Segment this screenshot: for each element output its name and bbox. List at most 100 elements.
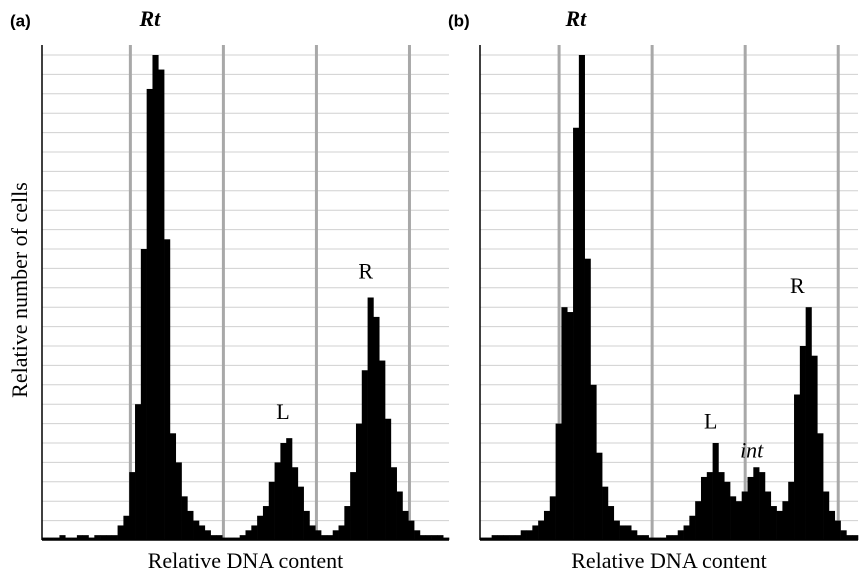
bar [88, 537, 95, 540]
bar [262, 506, 270, 540]
bar [602, 486, 609, 540]
bar [100, 535, 107, 540]
bar [210, 535, 217, 540]
bar [361, 370, 368, 540]
peak-label: Rt [564, 6, 587, 31]
bar [509, 535, 516, 540]
bar [654, 537, 661, 540]
bar [823, 491, 830, 540]
bar [840, 530, 847, 540]
bar [846, 535, 853, 540]
bar [82, 535, 89, 540]
bar [332, 530, 339, 540]
bar [408, 520, 415, 540]
bar [373, 316, 380, 540]
peak-label: L [704, 409, 717, 434]
bar [817, 433, 824, 540]
bar [584, 258, 591, 540]
bar [834, 520, 841, 540]
y-axis-label: Relative number of cells [7, 182, 32, 398]
bar [297, 486, 304, 540]
bar [491, 535, 498, 540]
bar [274, 462, 281, 540]
bar [555, 423, 562, 540]
bar [105, 535, 113, 540]
bar [187, 510, 194, 540]
bar [689, 515, 696, 540]
bar [443, 537, 450, 540]
bar [637, 535, 644, 540]
bar [419, 535, 427, 540]
bar [543, 510, 551, 540]
panel-label: (b) [448, 11, 470, 30]
bar [776, 510, 783, 540]
bar [152, 55, 159, 540]
bar [65, 537, 72, 540]
bar [852, 535, 859, 540]
bar [59, 535, 66, 540]
bar [396, 491, 403, 540]
bar [811, 355, 818, 540]
bar [514, 535, 522, 540]
bar [216, 535, 223, 540]
peak-label: R [358, 258, 373, 283]
bar [549, 496, 556, 540]
bar [718, 472, 725, 540]
bar [326, 535, 334, 540]
peak-label: L [276, 399, 289, 424]
bar [222, 537, 229, 540]
bar [625, 525, 632, 540]
bar [292, 467, 299, 540]
bar [619, 525, 626, 540]
bar [344, 506, 351, 540]
bar [730, 496, 737, 540]
bar [379, 360, 386, 540]
bar [402, 510, 409, 540]
bar [828, 510, 836, 540]
bar [164, 239, 171, 541]
bar [233, 537, 240, 540]
bar [538, 520, 545, 540]
bar [117, 525, 124, 540]
bar [321, 535, 328, 540]
bar [181, 496, 188, 540]
bar [350, 472, 357, 540]
peak-label: R [790, 273, 805, 298]
bar [437, 535, 444, 540]
x-axis-label: Relative DNA content [148, 548, 344, 573]
bar [338, 525, 345, 540]
bar [666, 535, 673, 540]
bar [228, 537, 235, 540]
bar [683, 525, 690, 540]
bar [158, 69, 165, 541]
bar [532, 525, 539, 540]
bar [567, 312, 574, 540]
bar [431, 535, 438, 540]
bar [309, 525, 316, 540]
bar [198, 525, 206, 540]
bar [47, 537, 54, 540]
bar [135, 404, 142, 540]
bar [747, 476, 754, 540]
bar [648, 537, 655, 540]
bar [741, 491, 748, 540]
bar [414, 530, 421, 540]
bar [712, 443, 719, 540]
bar [315, 530, 322, 540]
bar [805, 307, 812, 540]
peak-label: int [740, 438, 764, 463]
bar [660, 537, 667, 540]
x-axis-label: Relative DNA content [571, 548, 767, 573]
bar [642, 535, 649, 540]
bar [286, 438, 293, 540]
bar [590, 384, 597, 540]
bar [245, 530, 252, 540]
bar [53, 537, 60, 540]
peak-label: Rt [139, 6, 162, 31]
bar [671, 535, 679, 540]
bar [129, 472, 136, 540]
bar [257, 515, 264, 540]
bar [111, 535, 118, 540]
